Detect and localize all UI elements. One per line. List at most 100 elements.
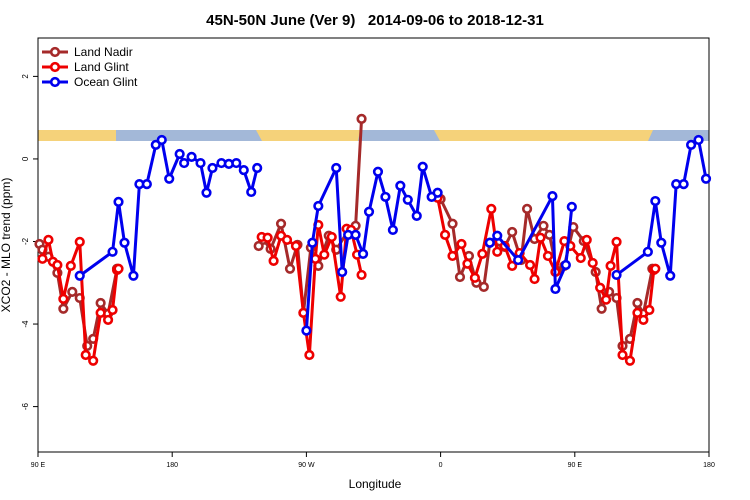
data-point: [644, 304, 655, 316]
data-point: [67, 286, 78, 297]
data-point: [486, 203, 497, 214]
y-tick-label: -4: [21, 320, 30, 328]
data-point: [350, 229, 361, 240]
data-point: [462, 258, 473, 269]
data-point: [119, 237, 130, 248]
data-point: [447, 250, 458, 262]
data-point: [363, 206, 375, 217]
data-point: [632, 297, 643, 309]
legend-label: Land Glint: [74, 60, 129, 74]
map-strip: [38, 130, 709, 141]
data-point: [207, 162, 218, 174]
land-strip: [434, 130, 653, 141]
data-point: [156, 134, 167, 146]
data-point: [547, 190, 558, 202]
data-point: [179, 157, 190, 169]
x-axis-label: Longitude: [349, 477, 402, 491]
data-point: [113, 196, 124, 207]
y-tick-label: -6: [21, 402, 30, 410]
series-line: [304, 165, 439, 331]
data-point: [447, 218, 458, 229]
land-strip: [38, 130, 116, 141]
data-point: [617, 349, 628, 361]
data-point: [601, 294, 612, 305]
data-point: [632, 307, 643, 318]
data-point: [566, 201, 577, 212]
data-point: [301, 325, 312, 336]
data-point: [469, 272, 480, 283]
data-point: [331, 162, 342, 174]
data-point: [638, 314, 649, 326]
data-point: [550, 283, 561, 295]
y-tick-label: 0: [21, 156, 30, 161]
data-point: [372, 166, 384, 177]
data-point: [141, 179, 152, 190]
data-point: [484, 237, 495, 248]
land-strip: [256, 130, 360, 141]
data-point: [37, 253, 48, 264]
data-point: [507, 226, 518, 238]
data-point: [326, 231, 337, 243]
y-axis-label: XCO2 - MLO trend (ppm): [0, 178, 13, 313]
data-point: [107, 246, 118, 257]
data-point: [678, 179, 689, 190]
data-point: [596, 303, 607, 314]
data-point: [231, 157, 242, 169]
data-point: [693, 134, 704, 146]
data-point: [624, 355, 636, 366]
data-point: [201, 187, 212, 198]
data-point: [337, 266, 348, 278]
data-point: [513, 254, 524, 266]
x-tick-label: 90 E: [31, 462, 46, 469]
data-point: [252, 162, 263, 174]
plot-frame: [37, 37, 710, 453]
data-point: [380, 191, 391, 203]
data-point: [195, 157, 206, 169]
data-point: [665, 270, 676, 281]
data-point: [560, 259, 571, 271]
data-point: [52, 259, 63, 271]
data-point: [186, 151, 197, 162]
data-point: [700, 173, 712, 184]
data-point: [113, 263, 124, 274]
data-point: [58, 303, 69, 314]
data-point: [477, 248, 488, 259]
x-tick-label: 90 E: [568, 462, 583, 469]
x-tick-label: 180: [166, 462, 178, 469]
data-point: [411, 210, 422, 222]
data-point: [74, 236, 85, 248]
data-point: [356, 113, 367, 125]
legend-marker: [49, 76, 61, 88]
data-point: [581, 234, 592, 245]
data-point: [611, 269, 622, 281]
data-point: [284, 263, 296, 274]
x-tick-label: 180: [703, 462, 715, 469]
data-point: [356, 269, 367, 281]
data-point: [587, 257, 598, 269]
data-point: [304, 349, 315, 361]
data-point: [521, 203, 533, 214]
data-point: [432, 187, 443, 198]
data-point: [456, 238, 467, 250]
chart-title: 45N-50N June (Ver 9) 2014-09-06 to 2018-…: [206, 12, 544, 29]
data-point: [246, 186, 257, 198]
data-point: [650, 263, 661, 274]
data-point: [535, 232, 546, 243]
data-point: [275, 218, 287, 229]
data-point: [395, 180, 406, 191]
data-point: [524, 259, 536, 271]
data-point: [492, 246, 503, 257]
data-point: [268, 255, 279, 266]
data-point: [281, 234, 293, 245]
data-point: [95, 297, 106, 309]
data-point: [454, 271, 466, 283]
series-line: [615, 138, 708, 278]
data-point: [65, 260, 76, 271]
data-point: [164, 173, 175, 184]
legend-label: Ocean Glint: [74, 75, 138, 89]
data-point: [88, 355, 99, 366]
data-point: [319, 249, 330, 260]
x-tick-label: 0: [439, 462, 443, 469]
ocean-strip: [38, 130, 709, 141]
